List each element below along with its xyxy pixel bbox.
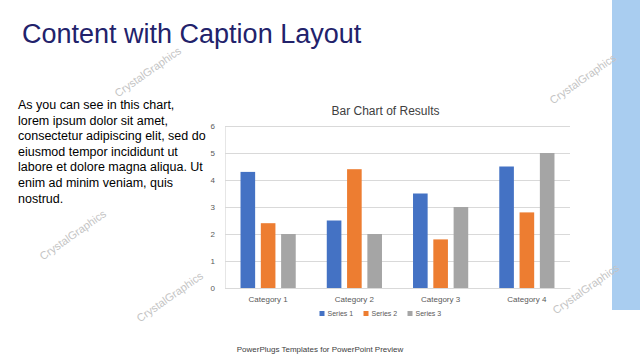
bar	[241, 172, 256, 288]
y-tick-label: 4	[211, 176, 216, 185]
x-tick-label: Category 3	[421, 295, 461, 304]
legend-label: Series 1	[328, 310, 354, 317]
bar	[327, 221, 342, 289]
slide-title: Content with Caption Layout	[22, 19, 362, 49]
caption: As you can see in this chart, lorem ipsu…	[18, 98, 206, 207]
bar	[367, 234, 382, 288]
watermark: CrystalGraphics	[37, 207, 108, 262]
grid-line	[225, 207, 570, 208]
y-tick: 4	[211, 176, 570, 185]
grid-line	[225, 126, 570, 127]
grid-line	[225, 261, 570, 262]
bar	[281, 234, 296, 288]
chart-title: Bar Chart of Results	[331, 104, 439, 118]
bar	[454, 207, 469, 288]
legend: Series 1 Series 2 Series 3	[320, 310, 442, 317]
grid-line	[225, 180, 570, 181]
x-tick-label: Category 2	[335, 295, 375, 304]
bar	[433, 239, 448, 288]
y-tick-label: 3	[211, 203, 216, 212]
watermark: CrystalGraphics	[547, 51, 618, 106]
y-tick-label: 0	[211, 284, 216, 293]
bar	[540, 153, 555, 288]
y-tick-label: 6	[211, 122, 216, 131]
y-tick: 3	[211, 203, 570, 212]
watermark: CrystalGraphics	[134, 269, 205, 324]
y-tick-label: 5	[211, 149, 216, 158]
legend-swatch	[320, 311, 325, 316]
y-tick-label: 1	[211, 257, 216, 266]
y-tick: 5	[211, 149, 570, 158]
y-tick: 6	[211, 122, 570, 131]
x-tick: Category 1	[249, 288, 289, 304]
grid-line	[225, 234, 570, 235]
bar	[499, 167, 514, 289]
bar	[347, 169, 362, 288]
x-tick-label: Category 4	[507, 295, 547, 304]
side-band	[612, 0, 640, 310]
bars	[241, 153, 555, 288]
x-tick: Category 4	[507, 288, 547, 304]
bar	[520, 212, 535, 288]
x-tick: Category 2	[335, 288, 375, 304]
bar	[261, 223, 276, 288]
x-tick-label: Category 1	[249, 295, 289, 304]
y-tick-label: 2	[211, 230, 216, 239]
legend-swatch	[408, 311, 413, 316]
legend-label: Series 2	[372, 310, 398, 317]
y-axis: 0 1 2 3 4 5 6	[211, 122, 570, 293]
y-axis-line	[226, 127, 571, 289]
legend-swatch	[364, 311, 369, 316]
footer: PowerPlugs Templates for PowerPoint Prev…	[237, 345, 404, 354]
grid-line	[225, 153, 570, 154]
watermark: CrystalGraphics	[112, 44, 183, 99]
bar	[413, 194, 428, 289]
legend-label: Series 3	[416, 310, 442, 317]
grid-line	[225, 288, 570, 289]
x-tick: Category 3	[421, 288, 461, 304]
x-axis: Category 1 Category 2 Category 3 Category 4	[226, 288, 571, 304]
x-axis-line	[226, 288, 571, 289]
